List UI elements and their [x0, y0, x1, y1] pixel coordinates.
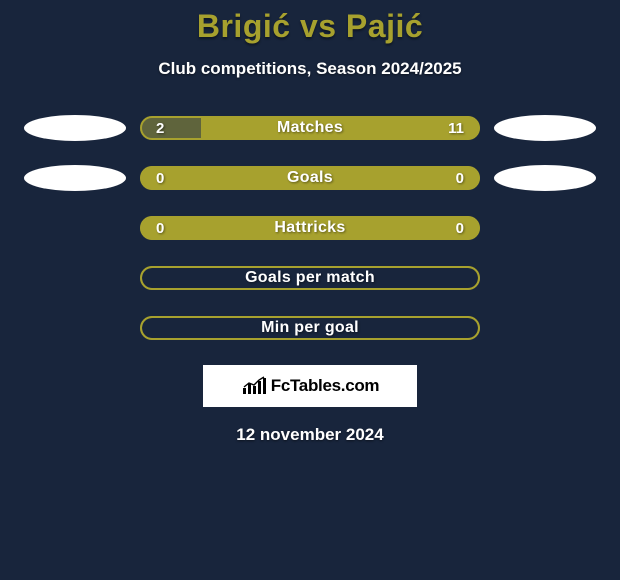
- stat-row: Goals per match: [0, 265, 620, 291]
- stat-row: Hattricks0 0: [0, 215, 620, 241]
- stat-value-left: 2: [156, 116, 164, 140]
- placeholder: [24, 215, 126, 241]
- player-left-oval: [24, 115, 126, 141]
- stat-bar: Goals per match: [140, 266, 480, 290]
- date-text: 12 november 2024: [0, 425, 620, 445]
- stat-value-left: 0: [156, 166, 164, 190]
- stat-label: Matches: [140, 116, 480, 140]
- placeholder: [24, 315, 126, 341]
- stat-label: Hattricks: [140, 216, 480, 240]
- placeholder: [494, 265, 596, 291]
- stat-bar: Hattricks0 0: [140, 216, 480, 240]
- placeholder: [24, 265, 126, 291]
- stat-label: Goals: [140, 166, 480, 190]
- page-title: Brigić vs Pajić: [0, 8, 620, 45]
- bar-chart-icon: [241, 376, 267, 396]
- stat-value-left: 0: [156, 216, 164, 240]
- stat-value-right: 0: [456, 166, 464, 190]
- player-right-oval: [494, 165, 596, 191]
- stat-value-right: 11: [448, 116, 464, 140]
- stat-value-right: 0: [456, 216, 464, 240]
- stat-row: Goals0 0: [0, 165, 620, 191]
- comparison-card: Brigić vs Pajić Club competitions, Seaso…: [0, 0, 620, 445]
- subtitle: Club competitions, Season 2024/2025: [0, 59, 620, 79]
- stat-label: Goals per match: [140, 266, 480, 290]
- stat-row: Matches2 11: [0, 115, 620, 141]
- stat-rows: Matches211Goals00Hattricks00Goals per ma…: [0, 115, 620, 341]
- stat-row: Min per goal: [0, 315, 620, 341]
- player-left-oval: [24, 165, 126, 191]
- logo-badge[interactable]: FcTables.com: [203, 365, 417, 407]
- stat-bar: Goals0 0: [140, 166, 480, 190]
- placeholder: [494, 215, 596, 241]
- placeholder: [494, 315, 596, 341]
- logo-text: FcTables.com: [271, 376, 380, 396]
- stat-label: Min per goal: [140, 316, 480, 340]
- stat-bar: Matches2 11: [140, 116, 480, 140]
- stat-bar: Min per goal: [140, 316, 480, 340]
- player-right-oval: [494, 115, 596, 141]
